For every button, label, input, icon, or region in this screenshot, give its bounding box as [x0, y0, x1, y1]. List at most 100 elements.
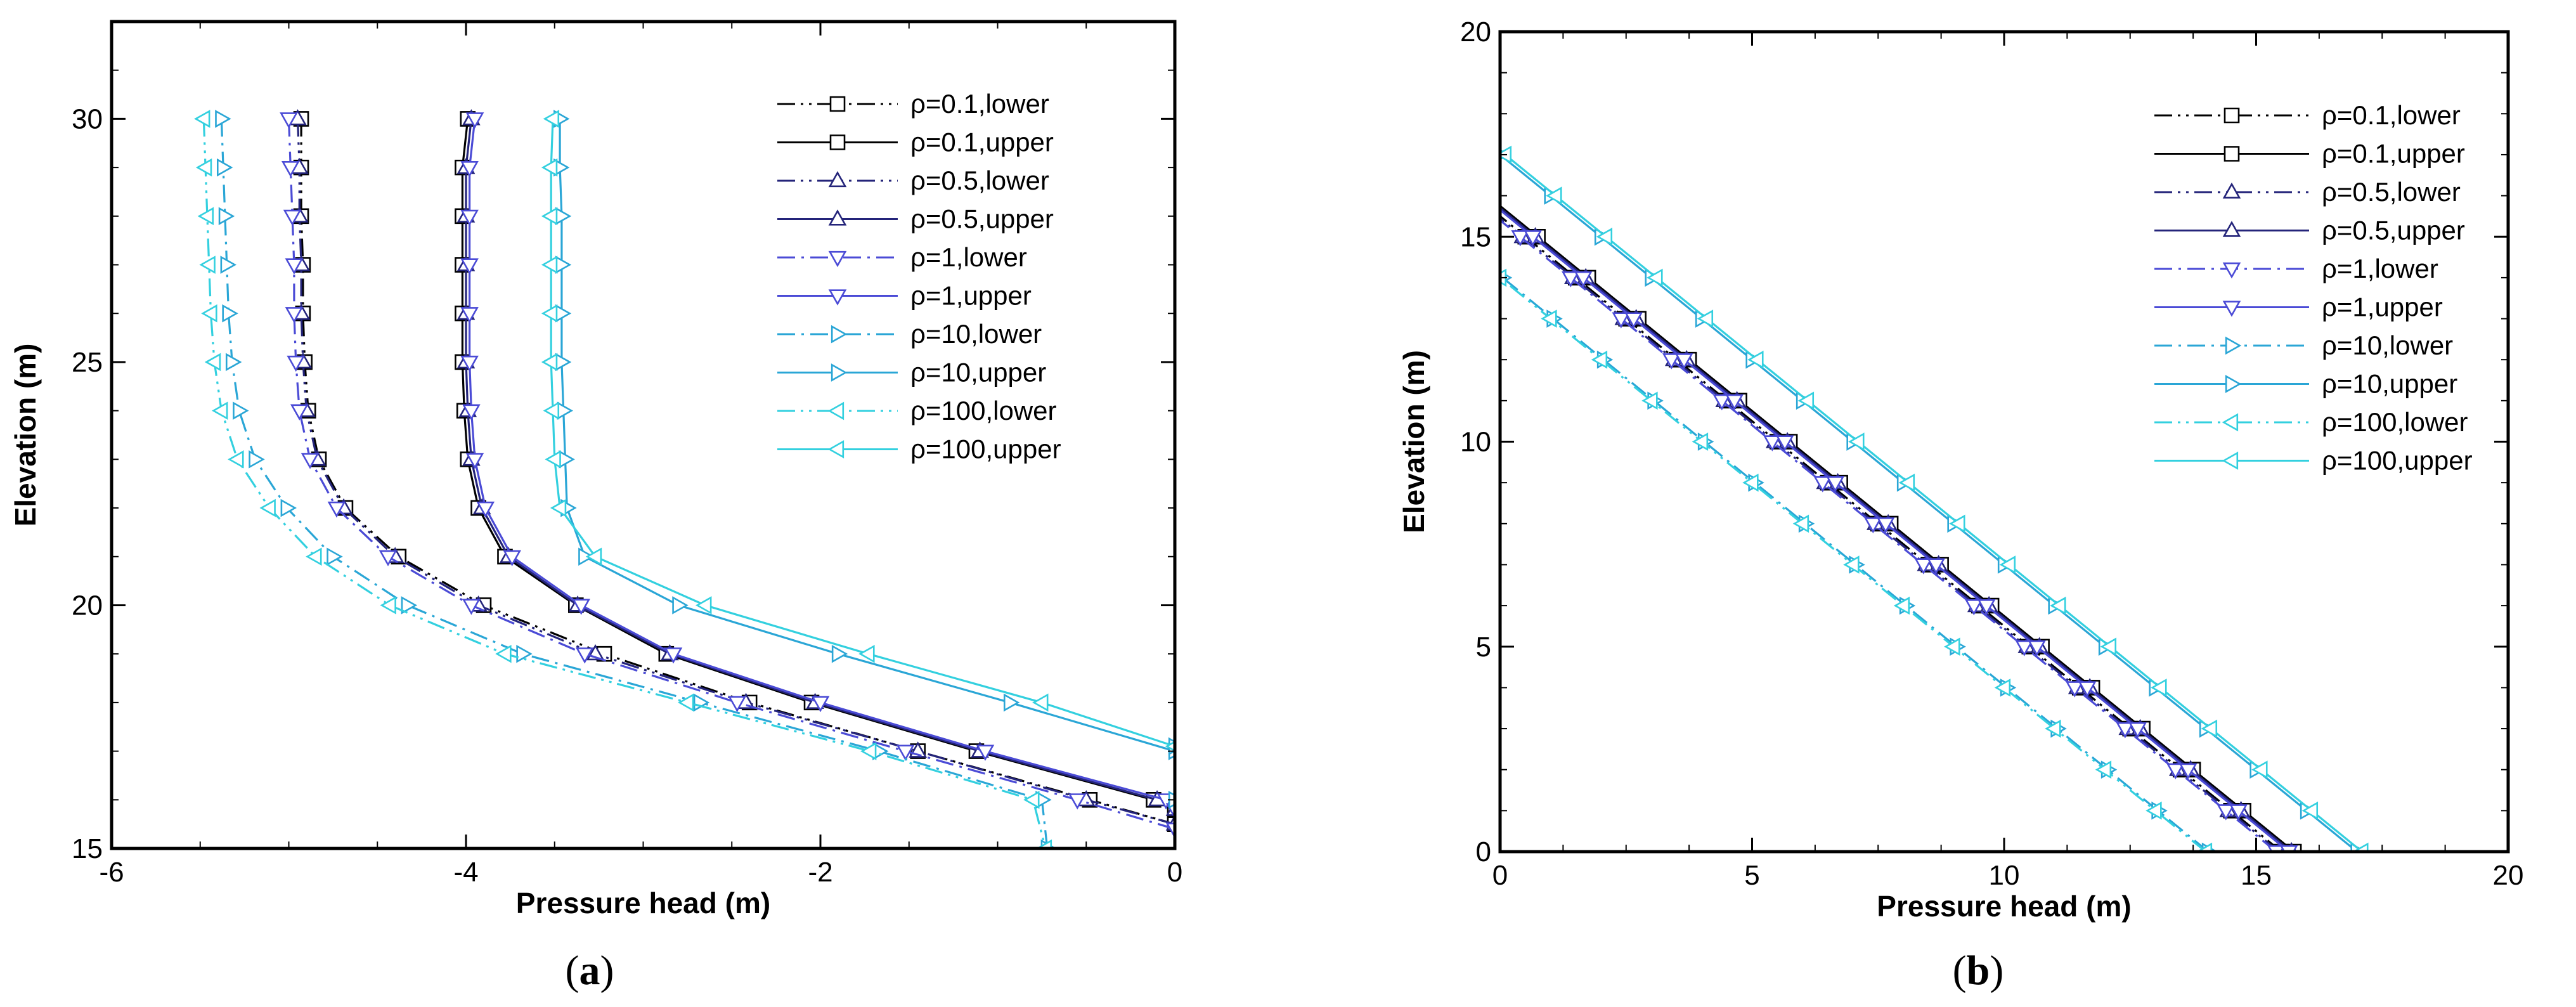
data-point [2116, 722, 2135, 739]
series-rho-1-upper [460, 112, 1175, 819]
data-point [2078, 681, 2097, 698]
legend-item-rho-100-upper: ρ=100,upper [777, 434, 1061, 464]
data-point [1697, 309, 1714, 328]
data-point [503, 550, 521, 567]
data-point [2151, 679, 2167, 697]
data-point [259, 498, 276, 517]
panel-a-caption: (a) [566, 947, 614, 994]
data-point [2128, 722, 2147, 739]
y-axis-label: Elevation (m) [9, 344, 42, 527]
legend-label: ρ=0.1,upper [2322, 139, 2465, 169]
data-point [204, 353, 221, 372]
data-point [1035, 839, 1052, 848]
data-point [678, 693, 694, 712]
y-tick-label: 20 [72, 590, 103, 621]
data-point [2095, 760, 2112, 779]
data-point [728, 696, 746, 713]
data-point [1927, 558, 1945, 575]
data-point [1977, 599, 1996, 616]
data-point [465, 112, 484, 129]
legend-label: ρ=0.5,upper [910, 204, 1054, 234]
data-point [225, 353, 242, 372]
data-point [495, 644, 512, 663]
series-line [465, 119, 1175, 811]
data-point [283, 209, 302, 226]
data-point [550, 498, 567, 517]
data-point [285, 307, 304, 323]
data-point [1546, 186, 1562, 205]
series-line [1500, 209, 2290, 852]
data-point [1964, 599, 1983, 616]
legend-item-rho-1-upper: ρ=1,upper [777, 281, 1032, 311]
legend-marker [831, 325, 848, 344]
data-point [2229, 804, 2248, 821]
data-point [1596, 227, 1613, 246]
data-point [460, 355, 479, 372]
data-point [285, 258, 304, 275]
data-point [1003, 693, 1020, 712]
legend-item-rho-0-1-upper: ρ=0.1,upper [777, 127, 1054, 157]
data-point [541, 353, 558, 372]
y-tick-label: 10 [1460, 427, 1491, 458]
data-point [557, 401, 574, 420]
x-tick-label: 20 [2493, 860, 2524, 891]
legend-label: ρ=0.1,lower [910, 89, 1049, 119]
y-tick-label: 30 [72, 103, 103, 134]
data-point [2146, 802, 2162, 820]
data-point [2178, 763, 2197, 779]
legend-marker [828, 289, 847, 306]
x-axis-label: Pressure head (m) [516, 887, 770, 919]
legend-marker [2222, 413, 2239, 432]
legend-marker [2222, 182, 2241, 199]
legend-item-rho-10-lower: ρ=10,lower [777, 319, 1042, 349]
data-point [233, 401, 249, 420]
data-point [1574, 271, 1593, 288]
data-point [201, 304, 217, 323]
legend-label: ρ=1,lower [910, 242, 1027, 272]
legend-marker [2223, 146, 2240, 162]
legend-marker [827, 440, 845, 458]
data-point [541, 207, 558, 226]
data-point [215, 110, 231, 128]
data-point [218, 207, 235, 226]
data-point [1893, 596, 1910, 615]
data-point [2217, 804, 2236, 821]
data-point [575, 647, 594, 664]
legend-item-rho-100-lower: ρ=100,lower [2154, 407, 2468, 437]
legend-item-rho-1-upper: ρ=1,upper [2154, 292, 2443, 322]
legend-label: ρ=1,upper [910, 281, 1032, 311]
data-point [2251, 760, 2268, 779]
legend-label: ρ=1,lower [2322, 254, 2438, 283]
panel-a-chart: -6 -4 -2 0 15 20 25 30 Pressure head (m) Elevatio… [9, 20, 1182, 919]
data-point [462, 404, 481, 420]
data-point [2201, 719, 2218, 738]
legend-label: ρ=100,lower [2322, 407, 2468, 437]
data-point [194, 110, 210, 128]
data-point [301, 453, 320, 469]
legend-label: ρ=100,upper [910, 434, 1061, 464]
data-point [1165, 803, 1175, 819]
series-line [300, 119, 1175, 826]
data-point [2100, 637, 2117, 656]
data-point [460, 307, 479, 323]
data-point [860, 742, 877, 760]
y-axis-label: Elevation (m) [1397, 350, 1430, 533]
legend-item-rho-0-1-lower: ρ=0.1,lower [777, 89, 1049, 119]
series-rho-10-upper [1500, 149, 2367, 852]
data-point [896, 744, 915, 761]
data-point [287, 355, 306, 372]
legend-label: ρ=100,upper [2322, 446, 2473, 476]
legend-marker [2225, 336, 2242, 355]
legend-marker [2222, 452, 2239, 470]
data-point [1747, 350, 1764, 369]
legend-label: ρ=0.1,upper [910, 127, 1054, 157]
legend-marker [828, 171, 847, 188]
data-point [555, 353, 572, 372]
legend-label: ρ=0.1,lower [2322, 100, 2461, 130]
legend-label: ρ=1,upper [2322, 292, 2443, 322]
series-line [220, 119, 1049, 848]
y-tick-label: 20 [1460, 16, 1491, 48]
data-point [462, 599, 481, 615]
x-tick-label: 15 [2241, 860, 2272, 891]
